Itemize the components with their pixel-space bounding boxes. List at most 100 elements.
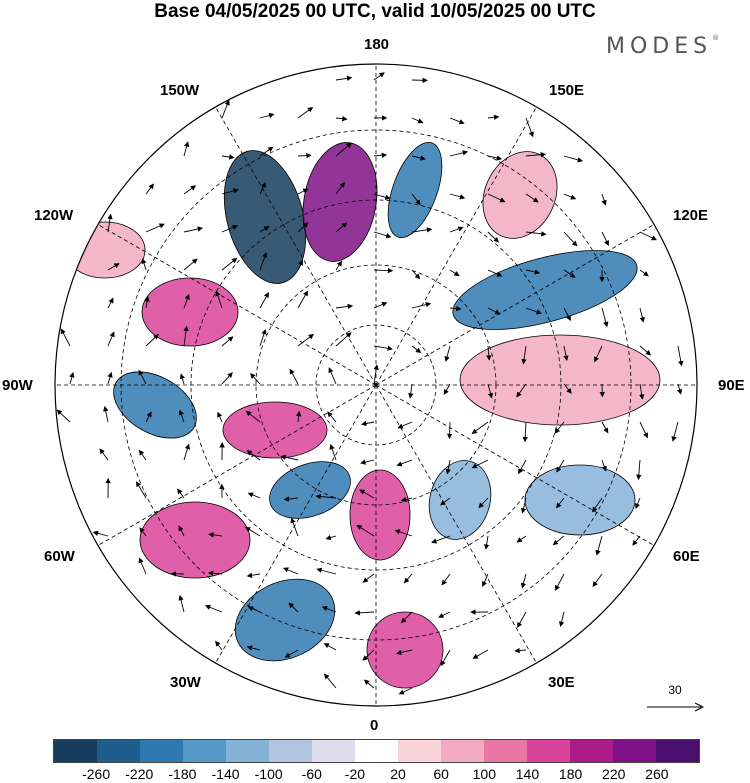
wind-arrow [259,251,268,271]
wind-arrow [208,532,223,538]
wind-arrow [321,606,337,613]
wind-arrow [354,610,375,616]
wind-arrow [444,345,451,362]
wind-arrow [178,594,185,613]
latitude-circle [255,264,497,506]
colorbar-swatch [441,740,484,762]
wind-arrow [246,645,261,651]
wind-arrow [595,535,603,556]
wind-arrow [639,307,645,323]
wind-arrow [328,367,337,385]
wind-arrow [177,488,185,499]
wind-arrow [373,231,392,239]
wind-arrow [449,117,465,125]
wind-arrow [259,328,267,347]
anomaly-region [428,460,492,540]
wind-arrow [373,152,388,158]
wind-arrow [677,345,684,367]
wind-arrow [183,443,191,461]
lon-label-120e: 120E [673,207,709,224]
lon-label-30w: 30W [170,674,201,691]
wind-arrow [297,188,309,195]
wind-arrow [481,573,489,587]
wind-arrow [325,534,337,541]
wind-arrow [676,383,683,395]
meridian-line [375,384,655,546]
wind-arrow [335,115,348,122]
graticule [55,64,697,706]
wind-arrow [363,679,375,689]
wind-arrow [359,489,375,499]
wind-arrow [315,493,337,500]
wind-arrow [247,606,261,613]
wind-arrow [522,421,528,443]
colorbar-tick-label: -220 [125,766,154,782]
wind-arrow [486,345,492,361]
colorbar-tick-label: 220 [602,766,626,782]
wind-arrow [329,443,337,461]
wind-arrow [297,106,314,119]
colorbar-swatch [97,740,140,762]
wind-arrow [316,567,337,575]
colorbar-swatch [54,740,97,762]
wind-arrow [284,649,299,658]
wind-arrow [563,269,576,278]
wind-arrow [449,269,460,277]
wind-arrow [297,222,309,233]
wind-arrow [145,411,152,423]
wind-arrow [373,72,385,81]
wind-arrow [411,345,422,354]
wind-arrow [601,459,607,472]
wind-arrow [259,292,269,309]
wind-arrow [556,459,565,473]
wind-arrow [632,535,641,546]
wind-arrow [411,301,432,309]
wind-arrow [516,383,527,398]
lon-label-30e: 30E [548,674,575,691]
anomaly-region [269,461,351,519]
colorbar-ticks: -260 -220 -180 -140 -100 -60 -20 20 60 100 140 180 2… [0,766,750,783]
wind-arrow [360,459,375,465]
meridian-line [215,106,377,386]
wind-arrow [204,604,223,613]
anomaly-region [349,469,411,561]
wind-arrow [215,290,223,309]
wind-arrow [221,224,238,233]
colorbar-swatch [355,740,398,762]
colorbar-tick-label: -140 [211,766,240,782]
wind-arrow [221,257,238,271]
wind-arrow [411,227,433,233]
wind-arrow [221,336,234,347]
wind-arrow [183,293,190,309]
lon-label-120w: 120W [34,207,74,224]
anomaly-region [223,150,307,284]
lon-label-90e: 90E [718,377,745,394]
wind-arrow [601,193,607,206]
wind-arrow [601,307,609,328]
meridian-line [375,106,537,386]
wind-arrow [438,611,451,618]
wind-arrow [297,259,303,271]
wind-arrow [525,231,547,237]
anomaly-region [234,578,336,662]
wind-arrow [487,114,500,120]
wind-arrow [563,307,571,321]
wind-arrow [178,525,185,537]
wind-arrow [555,573,565,591]
latitude-circle [190,199,562,571]
wind-arrow [411,193,421,206]
wind-arrow [403,573,413,584]
wind-arrow [107,331,115,347]
wind-arrow [592,573,603,587]
wind-arrow [290,517,299,537]
wind-arrow [250,373,261,385]
wind-arrow [440,649,451,667]
anomaly-region [366,611,444,689]
wind-arrow [516,535,527,543]
wind-arrow [635,497,641,509]
wind-arrow [552,535,565,546]
colorbar-tick-label: -60 [301,766,322,782]
wind-arrow [335,332,352,347]
wind-arrow [471,421,489,435]
wind-arrow [69,371,75,385]
